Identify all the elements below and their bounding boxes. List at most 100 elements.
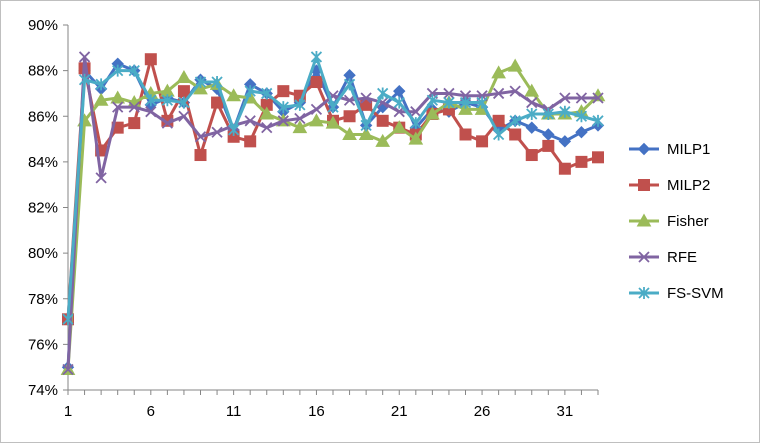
data-point-milp2: [376, 114, 389, 127]
data-point-rfe: [211, 126, 223, 138]
data-point-fs-svm: [294, 98, 306, 111]
data-point-milp2: [194, 149, 207, 162]
legend-item-milp2: MILP2: [629, 177, 710, 194]
x-tick-label: 6: [147, 403, 155, 420]
data-point-fisher: [408, 131, 424, 145]
x-tick-label: 26: [474, 403, 491, 420]
data-point-rfe: [509, 85, 521, 97]
data-point-fisher: [491, 65, 506, 79]
y-tick-label: 84%: [28, 154, 58, 171]
data-point-fs-svm: [542, 107, 554, 120]
y-tick-label: 76%: [28, 336, 58, 353]
legend-item-fs-svm: FS-SVM: [629, 285, 724, 302]
data-point-fisher: [325, 115, 341, 129]
data-point-milp1: [575, 126, 588, 139]
data-point-fs-svm: [410, 117, 422, 130]
data-point-milp2: [575, 155, 588, 168]
data-point-fs-svm: [194, 76, 207, 89]
data-point-fisher: [458, 101, 473, 115]
data-point-milp2: [592, 151, 604, 164]
data-point-fisher: [507, 58, 523, 72]
data-point-fs-svm: [327, 101, 339, 114]
data-point-rfe: [78, 51, 91, 63]
data-point-rfe: [310, 103, 323, 116]
data-point-rfe: [62, 363, 74, 376]
data-point-milp2: [476, 135, 489, 148]
data-point-fs-svm: [360, 119, 372, 132]
data-point-fs-svm: [145, 94, 157, 107]
data-point-milp2: [525, 149, 538, 162]
data-point-rfe: [145, 106, 157, 118]
legend-swatch-marker: [638, 179, 650, 191]
data-point-rfe: [178, 110, 190, 122]
data-point-fs-svm: [112, 64, 124, 77]
data-point-fisher: [342, 126, 357, 140]
legend-label: MILP1: [667, 141, 710, 158]
data-point-milp2: [509, 128, 522, 141]
data-point-fs-svm: [426, 94, 439, 107]
data-point-milp2: [277, 85, 290, 98]
y-tick-label: 86%: [28, 108, 58, 125]
series-fs-svm: [62, 50, 604, 326]
data-point-rfe: [360, 92, 372, 104]
y-tick-label: 88%: [28, 63, 58, 80]
legend-item-milp1: MILP1: [629, 141, 710, 158]
series-rfe: [62, 51, 604, 376]
data-point-rfe: [343, 94, 356, 106]
data-point-fs-svm: [178, 96, 190, 109]
data-point-rfe: [277, 115, 289, 127]
data-point-rfe: [112, 101, 124, 113]
legend-swatch-marker: [636, 213, 652, 227]
data-point-fisher: [93, 92, 109, 106]
data-point-milp2: [558, 162, 571, 175]
x-tick-label: 16: [308, 403, 325, 420]
data-point-rfe: [526, 96, 538, 109]
legend-item-rfe: RFE: [629, 249, 697, 266]
data-point-rfe: [194, 131, 207, 143]
data-point-rfe: [575, 92, 588, 104]
x-tick-label: 21: [391, 403, 408, 420]
data-point-fs-svm: [476, 96, 488, 109]
data-point-rfe: [443, 87, 455, 100]
data-point-fisher: [259, 106, 275, 120]
y-tick-label: 74%: [28, 382, 58, 399]
data-point-fisher: [110, 90, 126, 104]
data-point-fisher: [358, 126, 374, 140]
data-point-fisher: [375, 133, 391, 147]
legend-label: Fisher: [667, 213, 709, 230]
legend-label: FS-SVM: [667, 285, 724, 302]
data-point-fs-svm: [244, 85, 256, 98]
data-point-fs-svm: [343, 78, 356, 91]
y-tick-label: 82%: [28, 200, 58, 217]
data-point-milp2: [459, 128, 472, 141]
data-point-fisher: [292, 120, 308, 134]
legend-swatch-marker: [637, 142, 651, 156]
data-point-milp2: [244, 135, 257, 148]
data-point-fs-svm: [78, 73, 91, 86]
data-point-fs-svm: [509, 114, 521, 127]
data-point-rfe: [261, 122, 273, 134]
series-fisher: [60, 58, 606, 375]
legend-swatch-marker: [638, 251, 650, 263]
data-point-rfe: [244, 115, 256, 127]
data-point-fisher: [176, 69, 192, 83]
data-point-fs-svm: [227, 123, 240, 136]
x-tick-label: 11: [226, 403, 242, 420]
legend-label: MILP2: [667, 177, 710, 194]
data-point-milp2: [310, 76, 323, 89]
data-point-milp2: [128, 117, 141, 130]
data-point-fs-svm: [310, 50, 323, 63]
data-point-rfe: [559, 92, 571, 104]
data-point-fisher: [226, 88, 241, 102]
data-point-fs-svm: [128, 64, 140, 77]
data-point-fisher: [425, 106, 440, 120]
data-point-fs-svm: [161, 94, 174, 107]
data-point-fs-svm: [575, 110, 588, 123]
data-point-rfe: [95, 172, 107, 184]
data-point-milp2: [542, 139, 555, 152]
data-point-rfe: [492, 87, 505, 100]
data-point-fs-svm: [261, 87, 273, 100]
data-point-rfe: [592, 92, 604, 104]
data-point-fs-svm: [393, 96, 405, 109]
